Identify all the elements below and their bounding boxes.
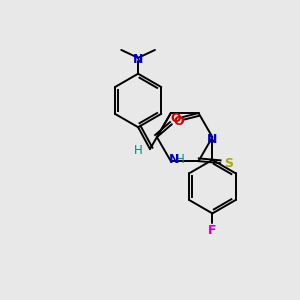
Text: H: H: [134, 145, 142, 158]
Text: N: N: [207, 133, 218, 146]
Text: O: O: [173, 115, 184, 128]
Text: H: H: [176, 153, 185, 166]
Text: O: O: [170, 112, 181, 124]
Text: N: N: [169, 153, 179, 166]
Text: N: N: [133, 53, 143, 66]
Text: S: S: [224, 157, 233, 169]
Text: F: F: [208, 224, 217, 237]
